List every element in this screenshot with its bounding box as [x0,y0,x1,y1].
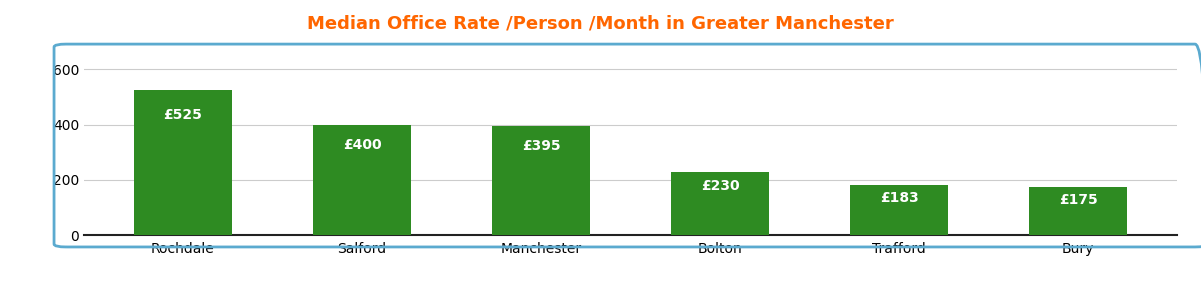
Bar [850,185,949,235]
Text: £175: £175 [1059,193,1098,207]
Text: £395: £395 [521,139,561,153]
Bar [1029,187,1128,235]
Bar [133,90,232,235]
Text: £400: £400 [342,138,381,152]
Bar [671,172,770,235]
Text: £183: £183 [879,191,919,205]
Text: £230: £230 [700,179,740,193]
Text: Median Office Rate /Person /Month in Greater Manchester: Median Office Rate /Person /Month in Gre… [307,15,894,33]
Bar [312,125,411,235]
Bar [491,126,590,235]
Text: £525: £525 [163,108,203,122]
